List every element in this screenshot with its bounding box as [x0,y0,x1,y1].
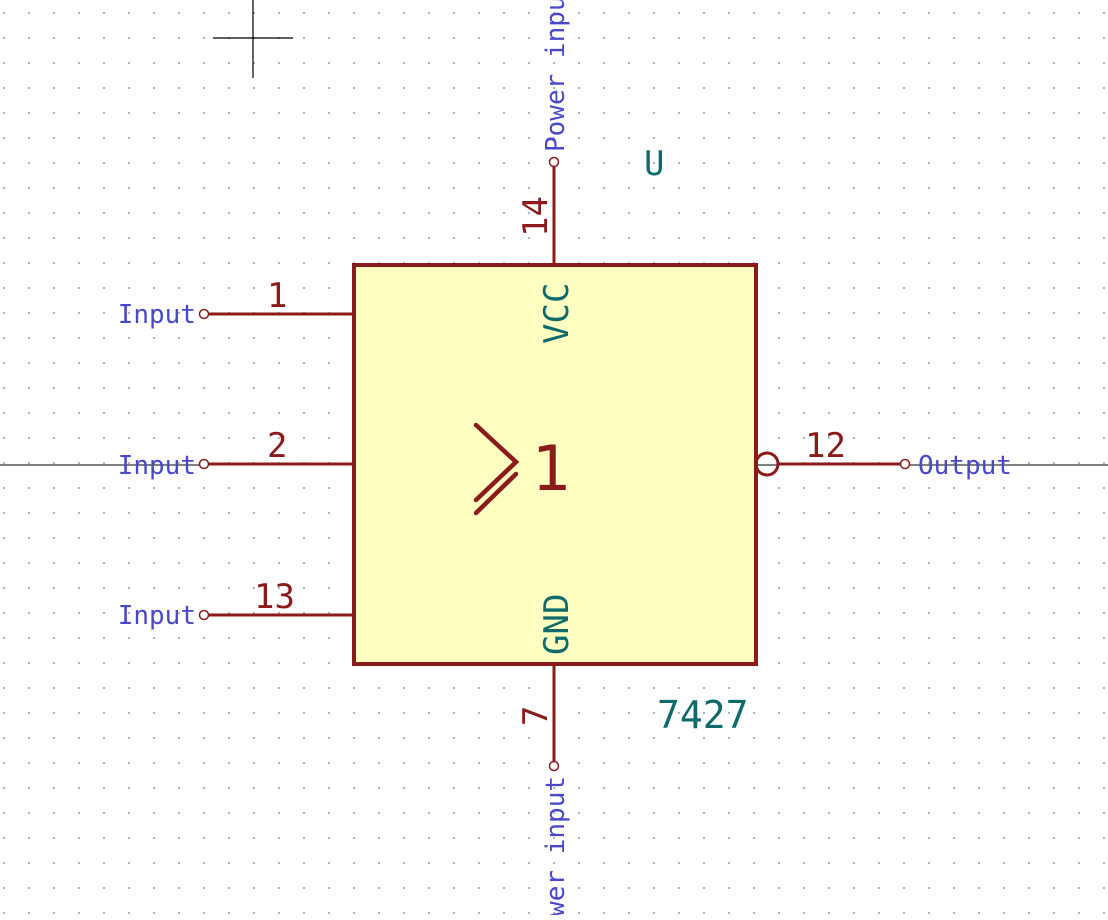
reference-designator[interactable]: U [644,144,664,184]
component-value[interactable]: 7427 [657,693,749,737]
pin-2-number: 2 [267,426,287,466]
pin-7-type: Power input [541,776,571,915]
pin-14[interactable]: 14 VCC Power input [516,0,577,344]
or-gate-symbol-icon [473,422,520,516]
pin-14-type: Power input [541,0,571,152]
pin-12[interactable]: 12 Output [754,426,1012,481]
pin-2[interactable]: 2 Input [118,426,353,481]
pin-12-number: 12 [805,426,846,466]
pin-14-name: VCC [537,283,577,344]
pin-14-number: 14 [516,196,556,237]
pin-12-type: Output [918,451,1012,481]
pin-13-number: 13 [254,577,295,617]
pin-7-number: 7 [516,706,556,726]
component-body[interactable] [352,263,758,666]
body-symbol-text: 1 [532,432,571,505]
pin-1[interactable]: 1 Input [118,276,353,330]
crosshair-cursor-icon [213,0,293,78]
pin-13[interactable]: 13 Input [118,577,353,631]
pin-1-type: Input [118,300,196,330]
pin-13-type: Input [118,601,196,631]
pin-2-type: Input [118,451,196,481]
pin-1-number: 1 [267,276,287,316]
pin-7[interactable]: 7 GND Power input [516,594,577,920]
pin-7-name: GND [537,594,577,655]
